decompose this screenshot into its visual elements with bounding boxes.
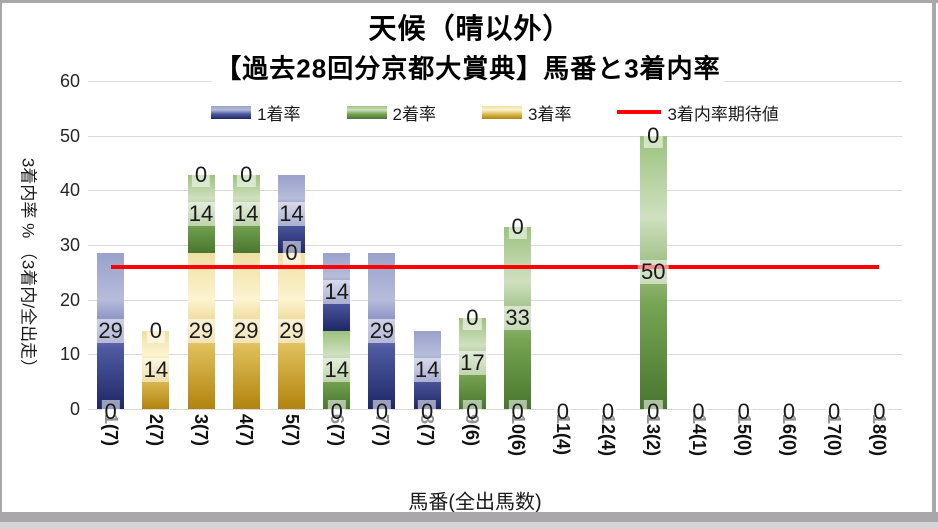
data-label-cat9: 0 [463, 305, 482, 330]
legend-label-rank3: 3着率 [528, 104, 572, 124]
data-label-cat2: 0 [146, 318, 165, 343]
y-axis-title: 3着内率 % （3着内/全出走） [18, 157, 38, 377]
chart-border-right [932, 0, 936, 529]
y-tick-label-10: 10 [59, 344, 80, 365]
y-tick-label-30: 30 [59, 235, 80, 255]
legend-line-swatch-expected [617, 110, 662, 114]
chart-title-line2: 【過去28回分京都大賞典】馬番と3着内率 [211, 48, 725, 86]
gridline-0 [88, 409, 902, 410]
legend-label-rank2: 2着率 [392, 104, 436, 124]
data-label-cat3: 0 [191, 162, 211, 187]
legend-item-expected[interactable]: 3着内率期待値 [616, 99, 780, 125]
x-tick-label-3(7): 3(7) [191, 414, 212, 447]
data-label-cat8: 0 [418, 400, 437, 424]
data-label-cat3: 29 [185, 318, 217, 343]
gridline-40 [88, 190, 902, 192]
legend-swatch-rank2 [346, 105, 387, 119]
legend-item-rank1[interactable]: 1着率 [210, 99, 302, 125]
gridline-30 [88, 245, 902, 246]
data-label-cat5: 29 [276, 318, 307, 343]
data-label-cat6: 14 [321, 357, 352, 382]
y-tick-label-50: 50 [59, 125, 80, 146]
data-label-cat13: 0 [644, 123, 663, 148]
expected-value-line[interactable] [110, 264, 880, 269]
y-tick-label-60: 60 [59, 71, 80, 91]
chart-border-bottom [0, 512, 938, 522]
y-tick-label-40: 40 [59, 180, 80, 201]
chart-border-top [0, 0, 938, 3]
data-label-cat9: 17 [457, 351, 488, 376]
data-label-cat7: 29 [366, 318, 398, 343]
data-label-cat5: 14 [276, 201, 307, 226]
x-tick-label-5(7): 5(7) [281, 414, 302, 447]
legend-item-rank3[interactable]: 3着率 [481, 99, 573, 125]
legend-label-rank1: 1着率 [257, 104, 301, 124]
data-label-cat5: 0 [282, 240, 301, 265]
x-tick-label-2(7): 2(7) [145, 414, 166, 447]
gridline-20 [88, 299, 902, 301]
y-tick-label-20: 20 [59, 289, 80, 310]
data-label-cat10: 0 [508, 400, 527, 424]
chart-title-line1: 天候（晴以外） [364, 7, 576, 47]
data-label-cat6: 0 [327, 400, 346, 424]
data-label-cat3: 14 [185, 201, 217, 226]
data-label-cat18: 0 [870, 400, 889, 424]
gridline-10 [88, 354, 902, 356]
data-label-cat13: 0 [644, 400, 663, 424]
data-label-cat6: 14 [321, 279, 352, 304]
legend-item-rank2[interactable]: 2着率 [345, 99, 437, 125]
data-label-cat4: 14 [231, 201, 262, 226]
data-label-cat11: 0 [553, 400, 572, 424]
x-tick-label-4(7): 4(7) [236, 414, 257, 447]
data-label-cat7: 0 [372, 400, 392, 424]
data-label-cat13: 50 [638, 260, 669, 285]
legend-swatch-rank1 [211, 105, 252, 119]
data-label-cat10: 33 [502, 305, 533, 330]
data-label-cat15: 0 [734, 400, 753, 424]
legend-label-expected: 3着内率期待値 [667, 104, 779, 124]
chart-border-bottom-outer [0, 522, 938, 529]
data-label-cat17: 0 [825, 400, 844, 424]
data-label-cat1: 0 [101, 400, 120, 424]
chart-border-left [0, 0, 2, 529]
data-label-cat12: 0 [598, 400, 618, 424]
gridline-50 [88, 135, 902, 137]
y-tick-label-0: 0 [69, 399, 80, 419]
data-label-cat10: 0 [508, 214, 527, 239]
data-label-cat14: 0 [689, 400, 708, 424]
data-label-cat16: 0 [779, 400, 799, 424]
data-label-cat4: 0 [237, 162, 256, 187]
data-label-cat2: 14 [140, 357, 172, 382]
data-label-cat4: 29 [231, 318, 262, 343]
x-axis-title: 馬番(全出馬数) [408, 491, 542, 514]
legend-swatch-rank3 [482, 105, 522, 119]
data-label-cat9: 0 [463, 400, 482, 424]
data-label-cat1: 29 [95, 318, 126, 343]
data-label-cat8: 14 [411, 357, 443, 382]
legend: 1着率 2着率 3着率 3着内率期待値 [88, 99, 902, 125]
